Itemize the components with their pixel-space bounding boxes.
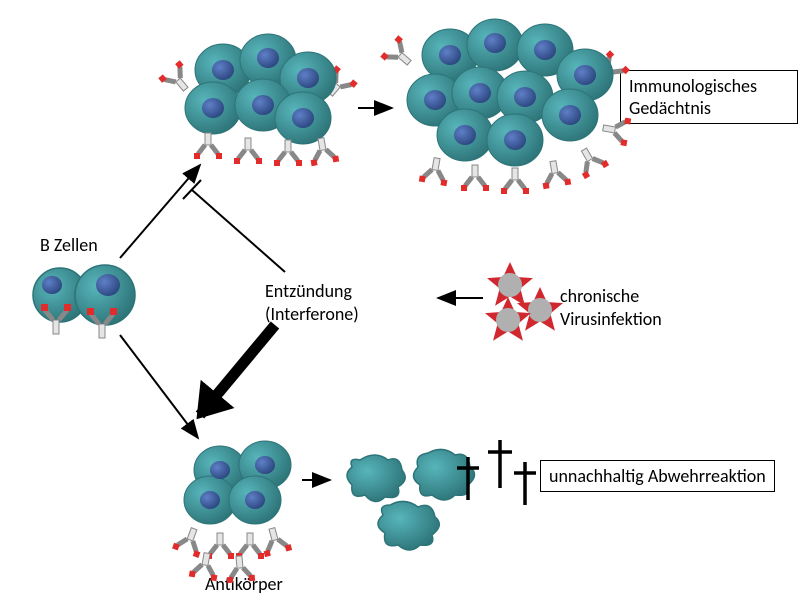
cluster-top-small bbox=[158, 34, 357, 166]
label-inflammation-l1: Entzündung bbox=[265, 280, 352, 302]
label-inflammation-l2: (Interferone) bbox=[265, 303, 359, 325]
virus-group bbox=[485, 262, 563, 341]
dying-cells bbox=[347, 449, 475, 550]
label-antibodies: Antikörper bbox=[205, 573, 283, 596]
label-virus: chronische Virusinfektion bbox=[560, 285, 662, 330]
label-b-cells: B Zellen bbox=[40, 234, 98, 257]
death-crosses bbox=[457, 440, 536, 505]
box-unsustainable: unnachhaltig Abwehrreaktion bbox=[540, 460, 775, 492]
box-memory-l2: Gedächtnis bbox=[629, 97, 711, 119]
cluster-top-large bbox=[380, 19, 631, 194]
box-unsustainable-text: unnachhaltig Abwehrreaktion bbox=[549, 465, 766, 487]
label-virus-l1: chronische bbox=[560, 285, 639, 307]
label-inflammation: Entzündung (Interferone) bbox=[265, 280, 359, 325]
arrow-bcells-bottom bbox=[120, 335, 198, 438]
box-memory: Immunologisches Gedächtnis bbox=[620, 70, 798, 124]
box-memory-l1: Immunologisches bbox=[629, 75, 757, 97]
arrow-inflam-bottom bbox=[200, 325, 275, 415]
cluster-bottom-small bbox=[172, 441, 292, 583]
arrow-bcells-top bbox=[120, 165, 200, 258]
label-virus-l2: Virusinfektion bbox=[560, 308, 662, 330]
arrow-inhibit bbox=[183, 180, 285, 272]
bcells-pair bbox=[33, 265, 135, 338]
